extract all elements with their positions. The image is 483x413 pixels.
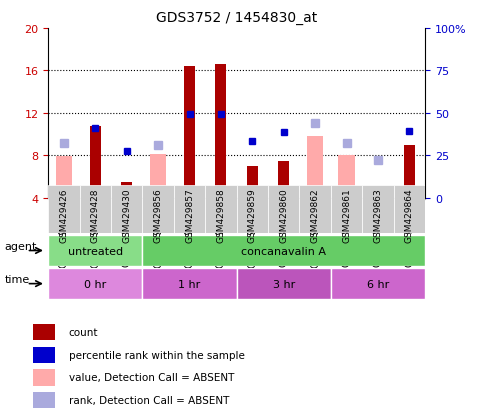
Bar — [362, 198, 394, 200]
Text: 1 hr: 1 hr — [178, 279, 201, 289]
Bar — [33, 392, 55, 408]
Text: value, Detection Call = ABSENT: value, Detection Call = ABSENT — [69, 373, 234, 382]
Text: GSM429428: GSM429428 — [91, 188, 100, 242]
FancyBboxPatch shape — [299, 186, 331, 233]
FancyBboxPatch shape — [205, 186, 237, 233]
Text: GSM429864: GSM429864 — [405, 188, 414, 243]
FancyBboxPatch shape — [48, 235, 142, 266]
Bar — [142, 198, 174, 200]
Text: GSM429859: GSM429859 — [248, 188, 257, 243]
Text: count: count — [69, 327, 98, 337]
Bar — [111, 198, 142, 200]
FancyBboxPatch shape — [142, 235, 425, 266]
Bar — [33, 347, 55, 363]
FancyBboxPatch shape — [331, 268, 425, 299]
Text: GSM429426: GSM429426 — [59, 188, 69, 242]
Bar — [307, 137, 324, 198]
Text: concanavalin A: concanavalin A — [242, 246, 326, 256]
FancyBboxPatch shape — [237, 186, 268, 233]
Bar — [247, 166, 258, 198]
Bar — [268, 198, 299, 200]
Bar — [331, 198, 362, 200]
Bar — [33, 369, 55, 386]
Bar — [56, 157, 72, 198]
Bar — [150, 155, 167, 198]
Bar — [205, 198, 237, 200]
Bar — [48, 198, 80, 200]
Text: GSM429857: GSM429857 — [185, 188, 194, 243]
FancyBboxPatch shape — [237, 268, 331, 299]
FancyBboxPatch shape — [142, 268, 237, 299]
FancyBboxPatch shape — [111, 186, 142, 233]
Text: GSM429860: GSM429860 — [279, 188, 288, 243]
FancyBboxPatch shape — [268, 186, 299, 233]
Bar — [404, 145, 415, 198]
Text: percentile rank within the sample: percentile rank within the sample — [69, 350, 244, 360]
Bar — [80, 198, 111, 200]
FancyBboxPatch shape — [48, 186, 80, 233]
Bar — [174, 198, 205, 200]
Title: GDS3752 / 1454830_at: GDS3752 / 1454830_at — [156, 11, 317, 25]
Text: time: time — [5, 274, 30, 284]
Text: rank, Detection Call = ABSENT: rank, Detection Call = ABSENT — [69, 395, 229, 405]
Bar — [394, 198, 425, 200]
Bar — [338, 156, 355, 198]
Text: 3 hr: 3 hr — [272, 279, 295, 289]
FancyBboxPatch shape — [48, 268, 142, 299]
Text: GSM429856: GSM429856 — [154, 188, 163, 243]
Text: 0 hr: 0 hr — [84, 279, 107, 289]
Bar — [33, 324, 55, 340]
Bar — [372, 197, 384, 198]
FancyBboxPatch shape — [331, 186, 362, 233]
FancyBboxPatch shape — [80, 186, 111, 233]
Bar — [299, 198, 331, 200]
Bar — [215, 65, 227, 198]
FancyBboxPatch shape — [142, 186, 174, 233]
FancyBboxPatch shape — [174, 186, 205, 233]
Text: GSM429430: GSM429430 — [122, 188, 131, 243]
Text: agent: agent — [5, 241, 37, 251]
Text: GSM429861: GSM429861 — [342, 188, 351, 243]
Bar — [90, 126, 101, 198]
Text: GSM429858: GSM429858 — [216, 188, 226, 243]
Bar — [237, 198, 268, 200]
Text: GSM429862: GSM429862 — [311, 188, 320, 243]
FancyBboxPatch shape — [362, 186, 394, 233]
Text: untreated: untreated — [68, 246, 123, 256]
Bar — [121, 183, 132, 198]
Text: 6 hr: 6 hr — [367, 279, 389, 289]
Text: GSM429863: GSM429863 — [373, 188, 383, 243]
Bar — [278, 161, 289, 198]
FancyBboxPatch shape — [394, 186, 425, 233]
Bar — [184, 67, 195, 198]
